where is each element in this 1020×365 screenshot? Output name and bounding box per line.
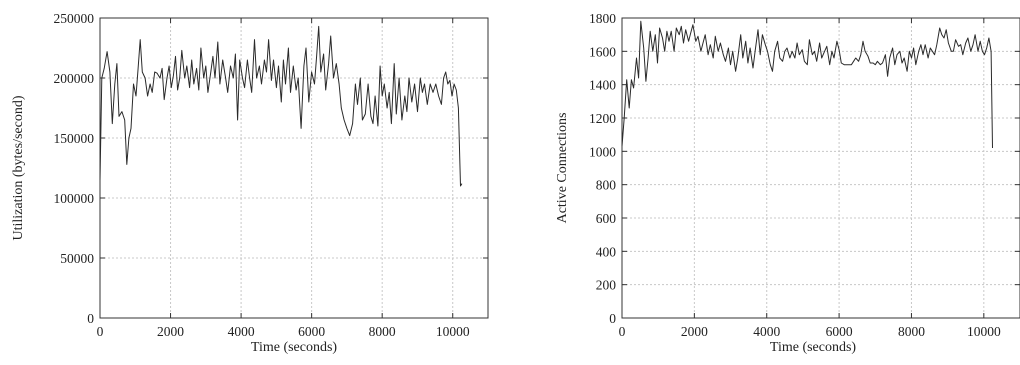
y-tick-label: 0 [609,311,616,326]
y-tick-label: 50000 [60,251,94,266]
y-tick-label: 100000 [54,191,95,206]
x-tick-label: 8000 [369,324,396,339]
x-axis-title: Time (seconds) [770,340,857,355]
series-line-1 [621,20,993,149]
y-tick-label: 1400 [589,78,616,93]
x-tick-label: 10000 [436,324,470,339]
y-tick-label: 800 [596,178,617,193]
y-tick-label: 200000 [54,71,95,86]
x-tick-label: 2000 [157,324,184,339]
y-tick-label: 0 [87,311,94,326]
y-tick-label: 250000 [54,11,95,26]
x-tick-label: 6000 [298,324,325,339]
y-tick-label: 150000 [54,131,95,146]
x-tick-label: 0 [619,324,626,339]
y-axis-title: Active Connections [555,113,570,224]
y-tick-label: 200 [596,278,617,293]
x-axis-title: Time (seconds) [251,340,338,355]
series-line-1 [99,25,463,187]
plot-frame [99,17,489,319]
plot-frame [621,17,1020,319]
x-tick-label: 6000 [826,324,853,339]
x-tick-label: 10000 [967,324,1001,339]
y-axis-title: Utilization (bytes/second) [11,95,26,240]
x-tick-label: 4000 [753,324,780,339]
y-tick-label: 1800 [589,11,616,26]
x-tick-label: 2000 [681,324,708,339]
y-tick-label: 400 [596,244,617,259]
x-tick-label: 4000 [228,324,255,339]
y-tick-label: 600 [596,211,617,226]
chart-2: 0 200 400 600 800 1000 1200 1400 1600 1800 0 2000 40… [555,11,1020,355]
chart-1: 0 50000 100000 150000 200000 250000 0 2000 4000 6… [11,11,489,355]
x-tick-label: 8000 [898,324,925,339]
y-tick-label: 1600 [589,44,616,59]
y-tick-label: 1200 [589,111,616,126]
y-tick-label: 1000 [589,144,616,159]
x-tick-label: 0 [97,324,104,339]
